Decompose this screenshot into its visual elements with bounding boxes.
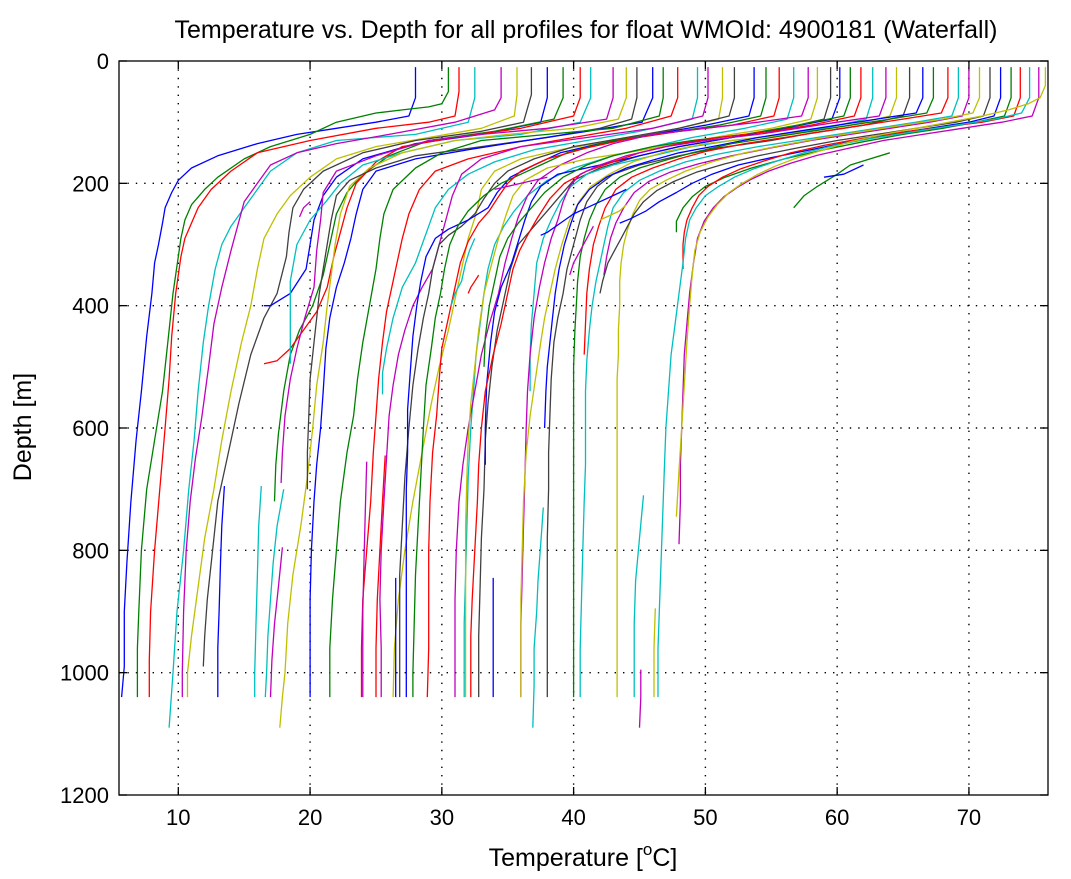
profile-line-65 bbox=[569, 225, 594, 276]
profile-line-40 bbox=[603, 67, 970, 276]
profile-line-20 bbox=[392, 67, 724, 698]
y-axis-label: Depth [m] bbox=[9, 373, 37, 481]
x-tick-label: 10 bbox=[166, 805, 190, 830]
x-tick-label: 60 bbox=[825, 805, 849, 830]
profile-line-55 bbox=[375, 455, 386, 698]
profile-line-30 bbox=[483, 67, 851, 367]
grid bbox=[119, 61, 1048, 795]
profile-line-31 bbox=[470, 67, 862, 698]
profile-line-3 bbox=[148, 67, 460, 698]
profile-line-46 bbox=[657, 67, 1031, 698]
profile-line-27 bbox=[464, 67, 819, 698]
profile-line-10 bbox=[263, 67, 581, 365]
profile-line-9 bbox=[273, 67, 564, 502]
profile-line-21 bbox=[399, 67, 736, 698]
tick-labels: 10 20 30 40 50 60 70 0 200 400 600 800 1000 1200 bbox=[60, 49, 981, 830]
profile-line-32 bbox=[529, 67, 874, 392]
profile-line-5 bbox=[181, 67, 502, 698]
profile-line-26 bbox=[454, 67, 809, 698]
profile-line-54 bbox=[217, 486, 226, 698]
profile-line-59 bbox=[532, 507, 544, 728]
y-tick-label: 0 bbox=[97, 49, 109, 74]
profile-line-50 bbox=[823, 164, 864, 178]
profile-line-16 bbox=[329, 67, 664, 698]
profile-line-56 bbox=[362, 461, 368, 698]
profile-line-2 bbox=[136, 67, 450, 698]
profile-line-35 bbox=[546, 67, 911, 698]
profile-line-45 bbox=[682, 67, 1021, 269]
profile-line-51 bbox=[264, 489, 285, 698]
profile-line-66 bbox=[599, 204, 627, 221]
y-tick-label: 200 bbox=[72, 171, 109, 196]
profile-line-22 bbox=[405, 67, 755, 698]
profile-line-53 bbox=[269, 547, 284, 698]
profile-line-29 bbox=[484, 67, 841, 465]
profile-line-36 bbox=[543, 67, 924, 429]
x-tick-label: 40 bbox=[561, 805, 585, 830]
profile-line-41 bbox=[616, 67, 981, 698]
profile-line-13 bbox=[279, 67, 627, 728]
profile-line-19 bbox=[379, 67, 709, 698]
profile-line-1 bbox=[120, 67, 417, 698]
axes bbox=[118, 60, 1049, 796]
profile-line-64 bbox=[540, 188, 627, 236]
plot-area bbox=[120, 67, 1047, 728]
profile-line-61 bbox=[653, 608, 656, 698]
x-tick-label: 50 bbox=[693, 805, 717, 830]
x-tick-label: 30 bbox=[430, 805, 454, 830]
profile-line-69 bbox=[298, 201, 311, 218]
x-tick-label: 20 bbox=[298, 805, 322, 830]
profile-line-11 bbox=[289, 67, 592, 364]
y-tick-label: 1000 bbox=[60, 661, 109, 686]
profile-line-43 bbox=[619, 67, 1002, 224]
profile-line-33 bbox=[520, 67, 887, 698]
profile-line-38 bbox=[583, 67, 949, 355]
profile-line-48 bbox=[675, 67, 1047, 517]
profile-line-15 bbox=[309, 67, 654, 698]
x-tick-label: 70 bbox=[957, 805, 981, 830]
profile-line-60 bbox=[633, 495, 645, 698]
x-axis-label-prefix: Temperature [ bbox=[489, 844, 643, 872]
profile-line-68 bbox=[467, 274, 480, 294]
profile-line-37 bbox=[572, 67, 935, 698]
x-axis-label-superscript: o bbox=[643, 840, 652, 859]
y-tick-label: 800 bbox=[72, 538, 109, 563]
profile-line-4 bbox=[168, 67, 476, 728]
y-tick-label: 600 bbox=[72, 416, 109, 441]
chart-title: Temperature vs. Depth for all profiles f… bbox=[174, 16, 997, 44]
profile-line-25 bbox=[463, 67, 795, 698]
x-axis-label: Temperature [oC] bbox=[489, 840, 678, 872]
x-axis-label-suffix: C] bbox=[652, 844, 677, 872]
profile-line-12 bbox=[280, 67, 614, 484]
profile-line-39 bbox=[579, 67, 960, 698]
profile-line-67 bbox=[450, 238, 476, 306]
profile-line-6 bbox=[186, 67, 518, 698]
y-tick-label: 1200 bbox=[60, 783, 109, 808]
profile-line-17 bbox=[360, 67, 679, 698]
profile-line-52 bbox=[254, 486, 262, 698]
profile-line-42 bbox=[599, 67, 991, 294]
y-tick-label: 400 bbox=[72, 294, 109, 319]
profile-line-62 bbox=[638, 669, 642, 728]
profile-line-49 bbox=[793, 152, 891, 209]
profile-line-63 bbox=[494, 176, 548, 191]
profile-line-44 bbox=[675, 67, 1012, 233]
profile-line-7 bbox=[202, 67, 533, 667]
